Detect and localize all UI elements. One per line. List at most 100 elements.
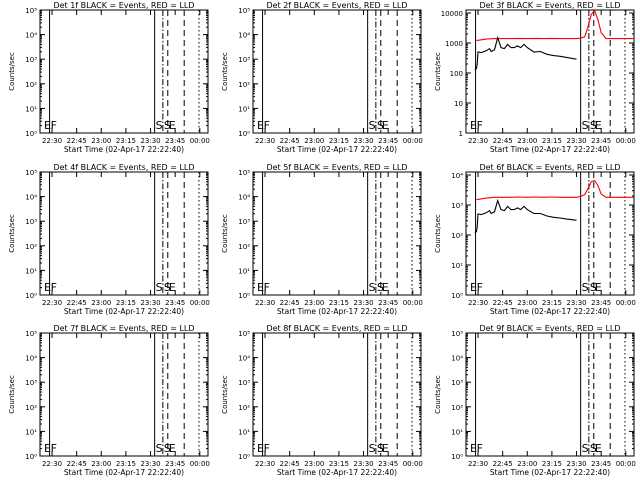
x-tick-label: 23:30 (566, 460, 586, 468)
plot-frame (39, 9, 209, 134)
event-marker-label: S (582, 281, 589, 294)
y-tick-label: 10¹ (238, 267, 250, 275)
x-tick-label: 23:00 (91, 137, 111, 145)
x-tick-label: 22:30 (255, 137, 275, 145)
plot-frame (252, 9, 422, 134)
x-tick-label: 22:45 (67, 137, 87, 145)
x-tick-label: 22:45 (67, 460, 87, 468)
y-tick-label: 10² (25, 404, 37, 412)
x-axis-label: Start Time (02-Apr-17 22:22:40) (490, 307, 610, 316)
event-marker-label: S (582, 119, 589, 132)
y-tick-label: 10² (25, 81, 37, 89)
x-axis-label: Start Time (02-Apr-17 22:22:40) (277, 307, 397, 316)
x-tick-label: 22:30 (42, 299, 62, 307)
chart-panel-5: Det 5f BLACK = Events, RED = LLD 10⁰ 10¹ 10… (221, 163, 423, 316)
x-tick-label: 22:30 (468, 299, 488, 307)
event-marker-label: E (169, 281, 176, 294)
events-series-line (474, 198, 577, 234)
chart-title: Det 4f BLACK = Events, RED = LLD (53, 163, 194, 172)
x-tick-label: 23:45 (165, 137, 185, 145)
x-tick-label: 23:30 (140, 460, 160, 468)
x-tick-label: 23:45 (378, 460, 398, 468)
y-axis-label: Counts/sec (8, 375, 16, 414)
chart-panel-6: Det 6f BLACK = Events, RED = LLD 10⁰ 10¹ 10… (434, 163, 636, 316)
plot-frame (465, 9, 635, 134)
x-tick-label: 23:30 (353, 299, 373, 307)
y-tick-label: 10³ (238, 56, 250, 64)
x-tick-label: 00:00 (190, 137, 210, 145)
y-tick-label: 10¹ (451, 428, 463, 436)
x-tick-label: 23:15 (116, 137, 136, 145)
x-tick-label: 22:45 (280, 299, 300, 307)
y-tick-label: 10⁵ (25, 169, 37, 177)
y-tick-label: 10⁰ (451, 292, 463, 300)
y-axis-label: Counts/sec (221, 52, 229, 91)
x-tick-label: 23:00 (517, 299, 537, 307)
plot-frame (252, 171, 422, 296)
event-marker-label: E (44, 442, 51, 455)
x-tick-label: 23:15 (542, 137, 562, 145)
y-tick-label: 10³ (25, 56, 37, 64)
event-marker-label: E (470, 119, 477, 132)
y-tick-label: 100 (450, 70, 463, 78)
x-tick-label: 23:00 (517, 137, 537, 145)
event-marker-label: F (264, 281, 270, 294)
event-marker-label: F (477, 119, 483, 132)
x-tick-label: 22:30 (42, 137, 62, 145)
chart-title: Det 5f BLACK = Events, RED = LLD (266, 163, 407, 172)
y-tick-label: 10² (451, 404, 463, 412)
chart-title: Det 2f BLACK = Events, RED = LLD (266, 1, 407, 10)
x-tick-label: 23:15 (329, 299, 349, 307)
y-tick-label: 10² (238, 81, 250, 89)
chart-panel-4: Det 4f BLACK = Events, RED = LLD 10⁰ 10¹ 10… (8, 163, 210, 316)
x-tick-label: 00:00 (616, 460, 636, 468)
lld-series-line (476, 179, 634, 201)
y-tick-label: 10¹ (451, 262, 463, 270)
y-tick-label: 1 (459, 130, 463, 138)
y-tick-label: 10¹ (25, 428, 37, 436)
event-marker-label: E (169, 442, 176, 455)
x-tick-label: 22:45 (67, 299, 87, 307)
x-tick-label: 23:15 (542, 299, 562, 307)
event-marker-label: E (470, 281, 477, 294)
event-marker-label: S (156, 119, 163, 132)
event-marker-label: S (582, 442, 589, 455)
x-tick-label: 23:15 (116, 299, 136, 307)
plot-frame (465, 171, 635, 296)
x-tick-label: 22:30 (468, 460, 488, 468)
y-tick-label: 10000 (441, 10, 463, 18)
y-axis-label: Counts/sec (8, 52, 16, 91)
y-tick-label: 10⁴ (25, 194, 37, 202)
x-tick-label: 23:00 (517, 460, 537, 468)
y-tick-label: 10³ (451, 379, 463, 387)
plot-frame (39, 332, 209, 457)
y-tick-label: 10⁰ (451, 453, 463, 461)
plot-frame (39, 171, 209, 296)
chart-title: Det 7f BLACK = Events, RED = LLD (53, 324, 194, 333)
x-tick-label: 23:15 (329, 460, 349, 468)
x-axis-label: Start Time (02-Apr-17 22:22:40) (490, 468, 610, 477)
y-tick-label: 10¹ (238, 105, 250, 113)
x-tick-label: 23:45 (591, 299, 611, 307)
y-tick-label: 10 (454, 100, 463, 108)
x-axis-label: Start Time (02-Apr-17 22:22:40) (64, 307, 184, 316)
y-tick-label: 10⁴ (25, 355, 37, 363)
x-tick-label: 23:00 (91, 460, 111, 468)
event-marker-label: F (264, 119, 270, 132)
y-axis-label: Counts/sec (8, 214, 16, 253)
chart-panel-7: Det 7f BLACK = Events, RED = LLD 10⁰ 10¹ 10… (8, 324, 210, 477)
x-tick-label: 22:45 (280, 460, 300, 468)
x-tick-label: 23:30 (566, 299, 586, 307)
event-marker-label: E (470, 442, 477, 455)
x-tick-label: 22:45 (493, 137, 513, 145)
y-tick-label: 10⁰ (238, 292, 250, 300)
y-tick-label: 10² (238, 404, 250, 412)
y-tick-label: 10⁰ (238, 453, 250, 461)
y-axis-label: Counts/sec (434, 52, 442, 91)
x-tick-label: 22:30 (468, 137, 488, 145)
event-marker-label: S (156, 281, 163, 294)
event-marker-label: E (44, 281, 51, 294)
y-tick-label: 10³ (238, 379, 250, 387)
y-tick-label: 10⁵ (238, 169, 250, 177)
